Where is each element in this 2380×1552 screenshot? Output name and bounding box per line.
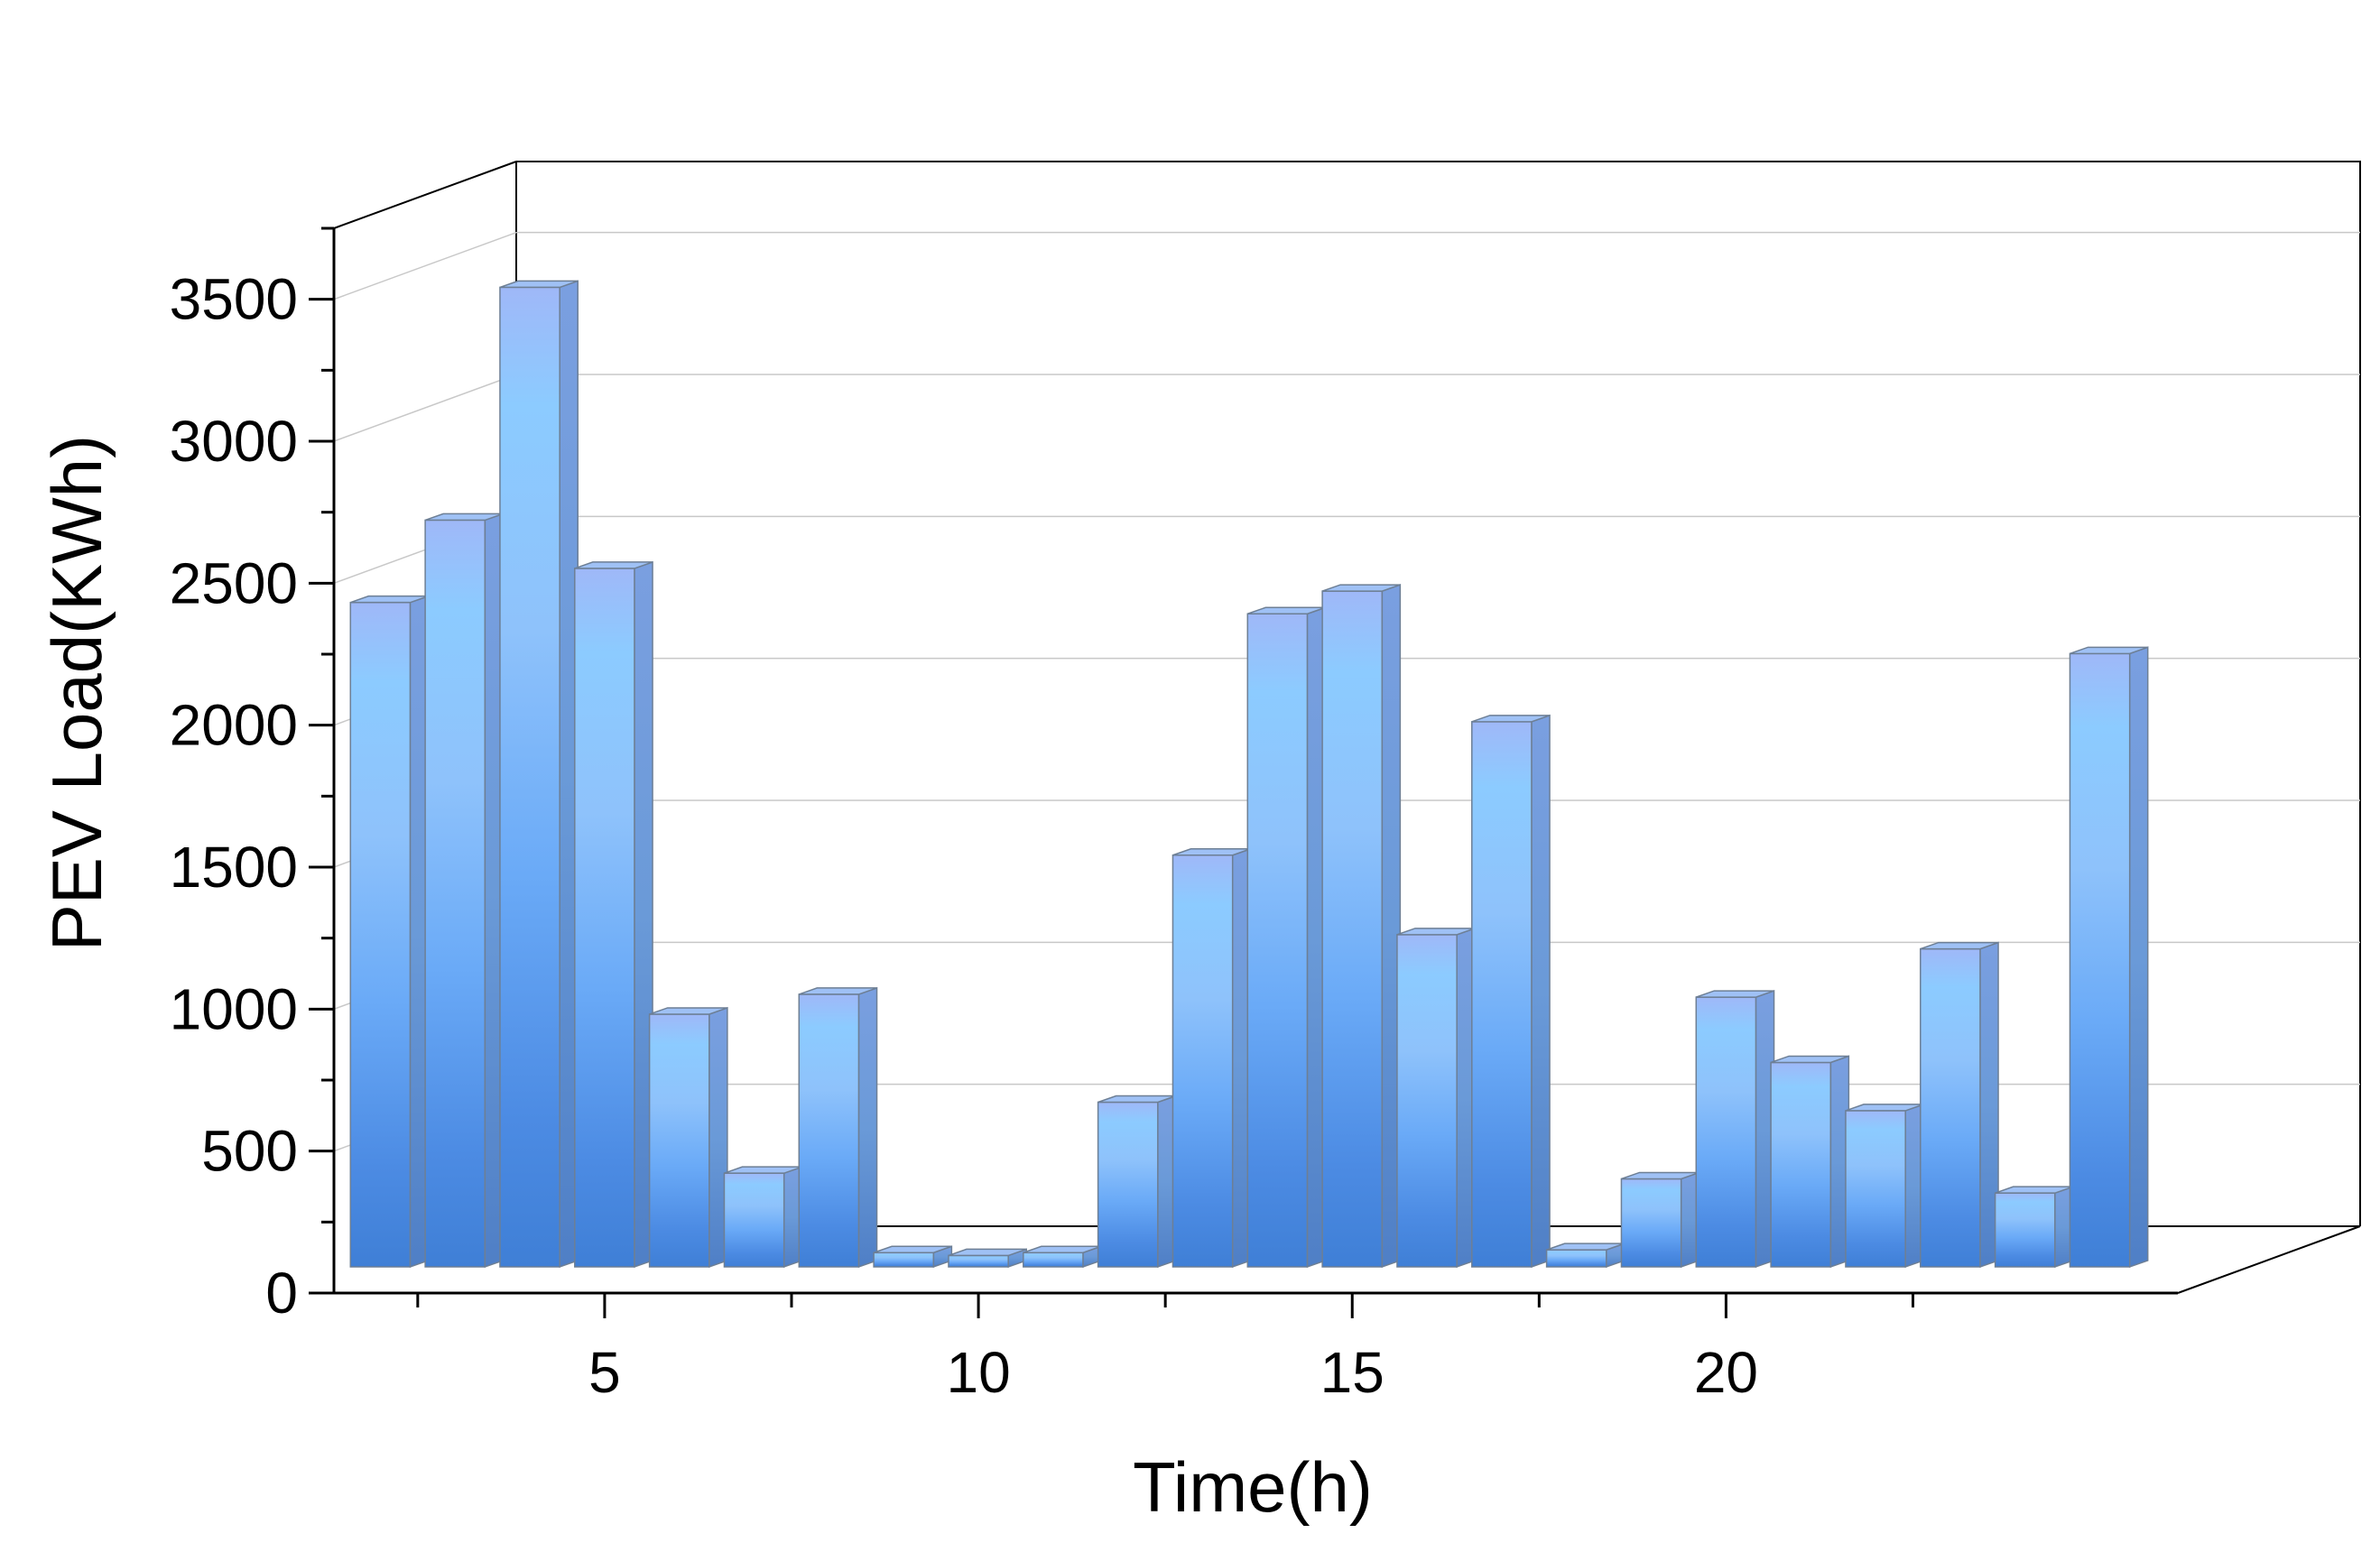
bar [1171,847,1252,1269]
bar [1845,1103,1924,1269]
bar-top [1471,715,1551,723]
bar-top [649,1007,728,1015]
bar-front [1845,1110,1906,1268]
bar [1023,1245,1102,1269]
bar [1097,1095,1177,1269]
bar-front [948,1254,1009,1268]
bar-front [1545,1249,1607,1268]
bar [1246,606,1327,1269]
bar [1396,927,1476,1269]
y-tick-label: 2500 [170,550,298,615]
x-tick-label: 20 [1694,1340,1758,1405]
bar-front [1396,934,1458,1268]
bar-top [1920,941,1999,950]
bar [723,1166,803,1269]
bar [574,560,653,1269]
bar-top [799,987,877,995]
grid-line-side [333,374,517,442]
bar [1620,1171,1700,1269]
bar-front [723,1172,785,1268]
bar-front [1321,590,1384,1268]
y-tick-label: 500 [201,1119,298,1184]
bar-front [1023,1252,1084,1268]
y-tick-label: 3500 [170,267,298,332]
bar-top [948,1248,1027,1257]
bar [948,1248,1027,1269]
y-tick-label: 2000 [170,693,298,758]
bar [424,513,505,1269]
bar-front [648,1013,710,1268]
bar-front [349,601,412,1268]
bar [1321,584,1402,1269]
bar [499,280,579,1269]
bar [2069,646,2149,1269]
back-wall-outline [516,161,2361,1226]
axes [309,226,2178,1318]
bar-front [1770,1061,1832,1268]
bar [648,1006,728,1269]
bar [1545,1243,1625,1269]
bar-top [1321,584,1401,592]
top-left-depth-edge [333,161,517,229]
bar-front [424,519,486,1268]
bar-side [1531,714,1551,1269]
y-axis-title: PEV Load(KWh) [37,435,116,951]
bar [1920,941,1999,1269]
bar-front [2069,652,2131,1268]
y-tick-label: 1500 [170,835,298,900]
bars [349,280,2149,1269]
x-tick-label: 15 [1320,1340,1384,1405]
bar [349,595,430,1269]
right-floor-edge [2177,1225,2361,1294]
y-tick-label: 0 [265,1261,298,1326]
bar [1770,1055,1850,1269]
bar-front [499,286,560,1268]
bar [873,1245,953,1269]
bar [1471,714,1551,1269]
x-tick-label: 5 [588,1340,621,1405]
bar [1994,1186,2074,1269]
bar-front [1994,1192,2056,1268]
bar-top [1770,1055,1849,1064]
bar-front [1171,854,1234,1268]
bar-top [1696,990,1774,998]
x-tick-label: 10 [946,1340,1010,1405]
y-tick-label: 1000 [170,976,298,1041]
bar-top [574,561,653,569]
bar-top [499,280,579,289]
tick-labels: 0 500 1000 1500 2000 2500 3000 3500 5 10 15 20 [170,267,1758,1405]
bar-top [2070,646,2148,655]
bar-front [1097,1101,1159,1268]
bar-side [857,986,878,1269]
bar [1695,990,1775,1269]
bar-front [1246,613,1309,1268]
bar-front [1620,1178,1682,1268]
bar-side [2128,646,2149,1269]
bar-front [1471,721,1533,1268]
x-axis-title: Time(h) [1133,1447,1373,1527]
y-tick-label: 3000 [170,409,298,474]
bar-front [1920,947,1981,1268]
bar [798,986,878,1269]
bar-front [873,1252,935,1268]
bar-front [574,568,635,1268]
bar-top [873,1245,952,1254]
bar-front [1695,996,1757,1268]
bar-front [798,993,860,1268]
grid-line-side [333,231,517,300]
